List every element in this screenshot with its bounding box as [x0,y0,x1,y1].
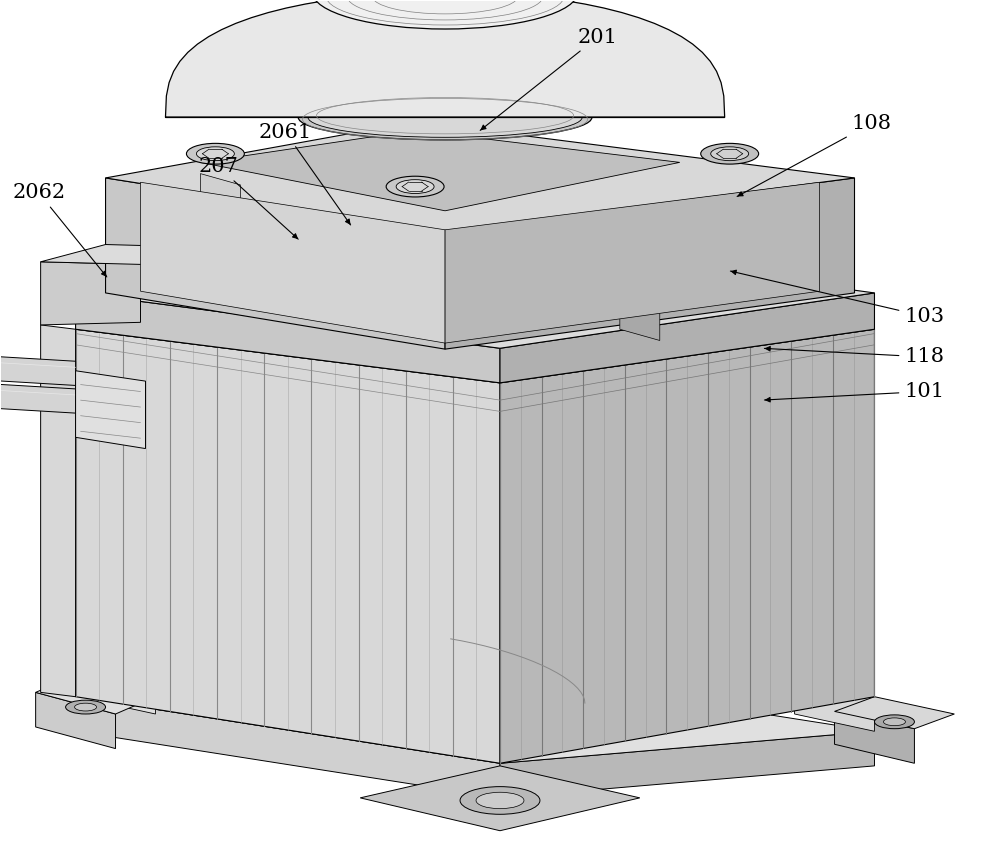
Polygon shape [76,697,500,798]
Polygon shape [76,371,145,449]
Ellipse shape [308,98,582,138]
Text: 2061: 2061 [259,123,351,225]
Polygon shape [445,182,820,343]
Text: 103: 103 [730,271,944,326]
Polygon shape [106,178,445,349]
Polygon shape [620,221,660,340]
Polygon shape [76,664,874,763]
Polygon shape [165,0,725,118]
Polygon shape [795,682,874,731]
Polygon shape [835,711,914,763]
Ellipse shape [874,714,914,728]
Polygon shape [200,131,680,210]
Ellipse shape [396,179,434,193]
Polygon shape [106,122,855,231]
Polygon shape [36,675,155,714]
Polygon shape [76,234,874,348]
Ellipse shape [298,95,592,140]
Ellipse shape [711,147,749,161]
Polygon shape [360,766,640,830]
Polygon shape [500,293,874,383]
Ellipse shape [66,701,106,714]
Ellipse shape [476,792,524,809]
Ellipse shape [196,147,234,161]
Text: 207: 207 [198,158,298,239]
Polygon shape [0,378,76,413]
Polygon shape [835,697,954,728]
Polygon shape [141,182,445,343]
Polygon shape [445,178,855,349]
Ellipse shape [186,144,244,164]
Polygon shape [76,329,500,763]
Ellipse shape [460,786,540,814]
Polygon shape [41,325,76,697]
Ellipse shape [312,0,578,29]
Polygon shape [200,173,240,294]
Polygon shape [500,731,874,798]
Polygon shape [41,244,200,264]
Ellipse shape [386,176,444,197]
Polygon shape [36,693,116,748]
Text: 2062: 2062 [12,183,107,277]
Ellipse shape [883,718,905,726]
Text: 101: 101 [764,382,944,401]
Text: 118: 118 [764,347,944,366]
Polygon shape [76,293,500,383]
Text: 201: 201 [480,28,618,131]
Text: 108: 108 [737,114,891,197]
Polygon shape [76,273,874,383]
Polygon shape [41,262,141,325]
Polygon shape [500,329,874,763]
Polygon shape [76,664,155,714]
Polygon shape [0,351,76,385]
Ellipse shape [701,144,759,164]
Ellipse shape [75,703,97,711]
